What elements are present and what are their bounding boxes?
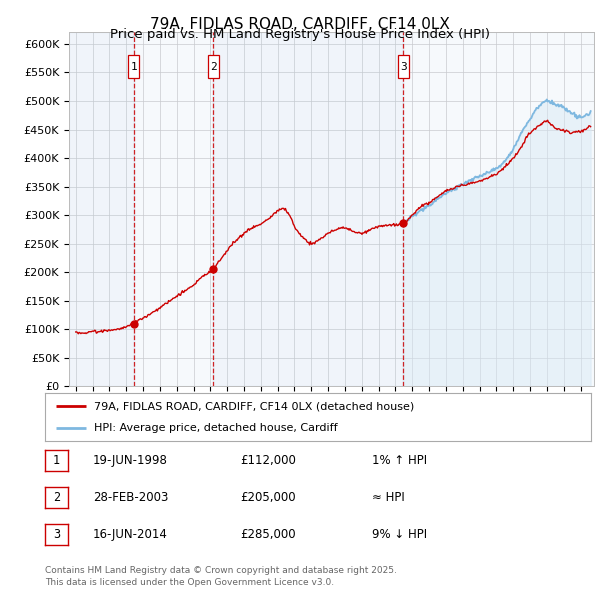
Text: 1% ↑ HPI: 1% ↑ HPI bbox=[372, 454, 427, 467]
Text: 16-JUN-2014: 16-JUN-2014 bbox=[93, 528, 168, 541]
Text: £285,000: £285,000 bbox=[240, 528, 296, 541]
FancyBboxPatch shape bbox=[128, 55, 139, 78]
Text: Price paid vs. HM Land Registry's House Price Index (HPI): Price paid vs. HM Land Registry's House … bbox=[110, 28, 490, 41]
Text: Contains HM Land Registry data © Crown copyright and database right 2025.
This d: Contains HM Land Registry data © Crown c… bbox=[45, 566, 397, 587]
Text: 1: 1 bbox=[131, 62, 137, 72]
Text: 9% ↓ HPI: 9% ↓ HPI bbox=[372, 528, 427, 541]
FancyBboxPatch shape bbox=[208, 55, 218, 78]
Bar bbox=[134, 32, 213, 386]
Text: 19-JUN-1998: 19-JUN-1998 bbox=[93, 454, 168, 467]
Text: ≈ HPI: ≈ HPI bbox=[372, 491, 405, 504]
Text: £112,000: £112,000 bbox=[240, 454, 296, 467]
Text: 2: 2 bbox=[53, 491, 60, 504]
FancyBboxPatch shape bbox=[398, 55, 409, 78]
Text: £205,000: £205,000 bbox=[240, 491, 296, 504]
Bar bbox=[403, 32, 594, 386]
Text: 79A, FIDLAS ROAD, CARDIFF, CF14 0LX (detached house): 79A, FIDLAS ROAD, CARDIFF, CF14 0LX (det… bbox=[94, 401, 415, 411]
Text: 1: 1 bbox=[53, 454, 60, 467]
Text: 28-FEB-2003: 28-FEB-2003 bbox=[93, 491, 169, 504]
Bar bbox=[69, 32, 134, 386]
Text: 3: 3 bbox=[53, 528, 60, 541]
Text: 79A, FIDLAS ROAD, CARDIFF, CF14 0LX: 79A, FIDLAS ROAD, CARDIFF, CF14 0LX bbox=[150, 17, 450, 31]
Bar bbox=[213, 32, 403, 386]
Text: 3: 3 bbox=[400, 62, 407, 72]
Text: HPI: Average price, detached house, Cardiff: HPI: Average price, detached house, Card… bbox=[94, 423, 338, 433]
Text: 2: 2 bbox=[209, 62, 217, 72]
